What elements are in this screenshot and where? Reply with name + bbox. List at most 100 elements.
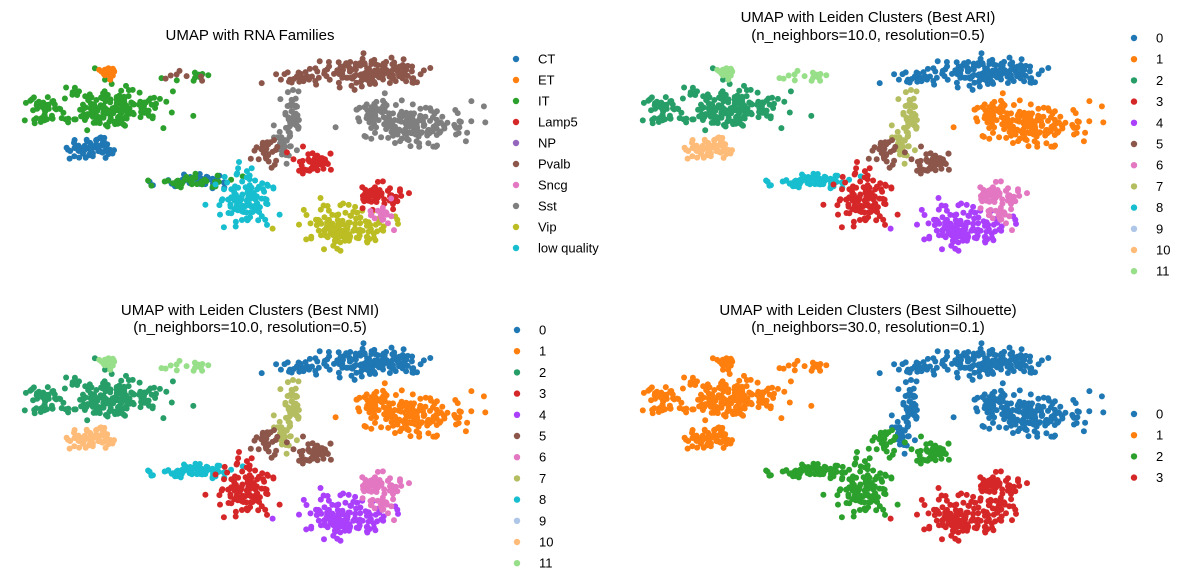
scatter-point xyxy=(147,385,154,392)
scatter-point xyxy=(318,445,325,452)
scatter-point xyxy=(873,156,880,163)
scatter-point xyxy=(952,217,959,224)
scatter-point xyxy=(810,460,817,467)
legend-label: Lamp5 xyxy=(538,115,578,130)
scatter-point xyxy=(320,455,327,462)
legend-marker xyxy=(1130,225,1138,232)
scatter-point xyxy=(318,232,324,239)
scatter-point xyxy=(348,502,354,509)
scatter-point xyxy=(380,97,386,104)
scatter-point xyxy=(902,89,909,96)
scatter-point xyxy=(865,445,872,452)
scatter-point xyxy=(314,68,321,75)
scatter-point xyxy=(832,462,839,469)
scatter-point xyxy=(667,405,674,412)
scatter-point xyxy=(378,192,385,199)
scatter-point xyxy=(736,408,743,415)
scatter-point xyxy=(327,520,334,527)
scatter-point xyxy=(44,94,51,101)
scatter-point xyxy=(219,196,226,203)
scatter-point xyxy=(264,140,271,147)
scatter-point xyxy=(820,491,827,498)
scatter-point xyxy=(277,76,284,83)
scatter-point xyxy=(1007,61,1014,68)
scatter-point xyxy=(145,467,152,474)
scatter-point xyxy=(989,399,996,406)
scatter-point xyxy=(383,126,390,133)
scatter-point xyxy=(959,237,966,244)
scatter-point xyxy=(136,89,143,96)
scatter-point xyxy=(341,527,348,534)
scatter-point xyxy=(75,437,82,444)
scatter-point xyxy=(353,79,360,86)
scatter-point xyxy=(41,117,48,124)
scatter-point xyxy=(288,102,295,109)
legend-marker xyxy=(1130,56,1138,63)
scatter-point xyxy=(321,504,328,511)
scatter-point xyxy=(1029,400,1035,407)
scatter-point xyxy=(318,522,324,529)
scatter-point xyxy=(1070,397,1077,403)
scatter-point xyxy=(1004,68,1011,75)
scatter-point xyxy=(714,406,721,413)
scatter-point xyxy=(866,499,873,506)
scatter-point xyxy=(388,485,395,492)
scatter-point xyxy=(363,523,370,530)
scatter-point xyxy=(966,82,973,89)
scatter-point xyxy=(806,467,813,474)
scatter-point xyxy=(30,94,37,101)
scatter-point xyxy=(439,113,446,120)
scatter-point xyxy=(982,107,989,113)
scatter-point xyxy=(701,426,708,433)
scatter-point xyxy=(1040,113,1047,120)
scatter-point xyxy=(985,212,992,219)
scatter-point xyxy=(1010,430,1016,436)
scatter-point xyxy=(999,62,1006,69)
scatter-point xyxy=(174,177,181,184)
scatter-point xyxy=(49,405,56,412)
scatter-point xyxy=(317,485,324,491)
scatter-point xyxy=(176,67,183,74)
scatter-point xyxy=(372,419,378,426)
scatter-point xyxy=(284,379,291,386)
scatter-point xyxy=(986,189,993,195)
scatter-point xyxy=(101,361,107,368)
scatter-point xyxy=(161,468,168,475)
scatter-point xyxy=(1003,424,1010,431)
scatter-point xyxy=(421,411,428,418)
scatter-point xyxy=(340,67,346,73)
scatter-point xyxy=(381,210,388,217)
scatter-point xyxy=(693,147,700,154)
scatter-point xyxy=(386,370,393,376)
scatter-point xyxy=(1007,126,1014,133)
scatter-point xyxy=(386,358,393,365)
scatter-point xyxy=(390,491,396,497)
scatter-point xyxy=(734,113,741,120)
scatter-point xyxy=(389,351,396,358)
scatter-point xyxy=(1035,112,1042,119)
scatter-point xyxy=(299,170,306,177)
scatter-point xyxy=(843,500,850,506)
scatter-point xyxy=(138,395,145,402)
scatter-point xyxy=(198,468,205,475)
scatter-point xyxy=(321,214,328,221)
scatter-point xyxy=(128,99,135,106)
scatter-point xyxy=(381,411,388,418)
scatter-point xyxy=(321,536,327,543)
scatter-point xyxy=(954,374,961,381)
scatter-point xyxy=(354,227,361,234)
scatter-point xyxy=(866,165,873,172)
scatter-point xyxy=(93,427,100,434)
scatter-point xyxy=(330,532,337,539)
scatter-point xyxy=(214,462,221,469)
scatter-point xyxy=(800,176,807,183)
scatter-point xyxy=(480,393,487,400)
scatter-point xyxy=(991,388,998,395)
scatter-point xyxy=(260,440,267,447)
scatter-point xyxy=(731,94,738,100)
scatter-point xyxy=(245,506,252,513)
scatter-point xyxy=(233,171,240,178)
scatter-point xyxy=(371,79,378,85)
scatter-point xyxy=(318,155,325,162)
scatter-point xyxy=(137,114,144,121)
